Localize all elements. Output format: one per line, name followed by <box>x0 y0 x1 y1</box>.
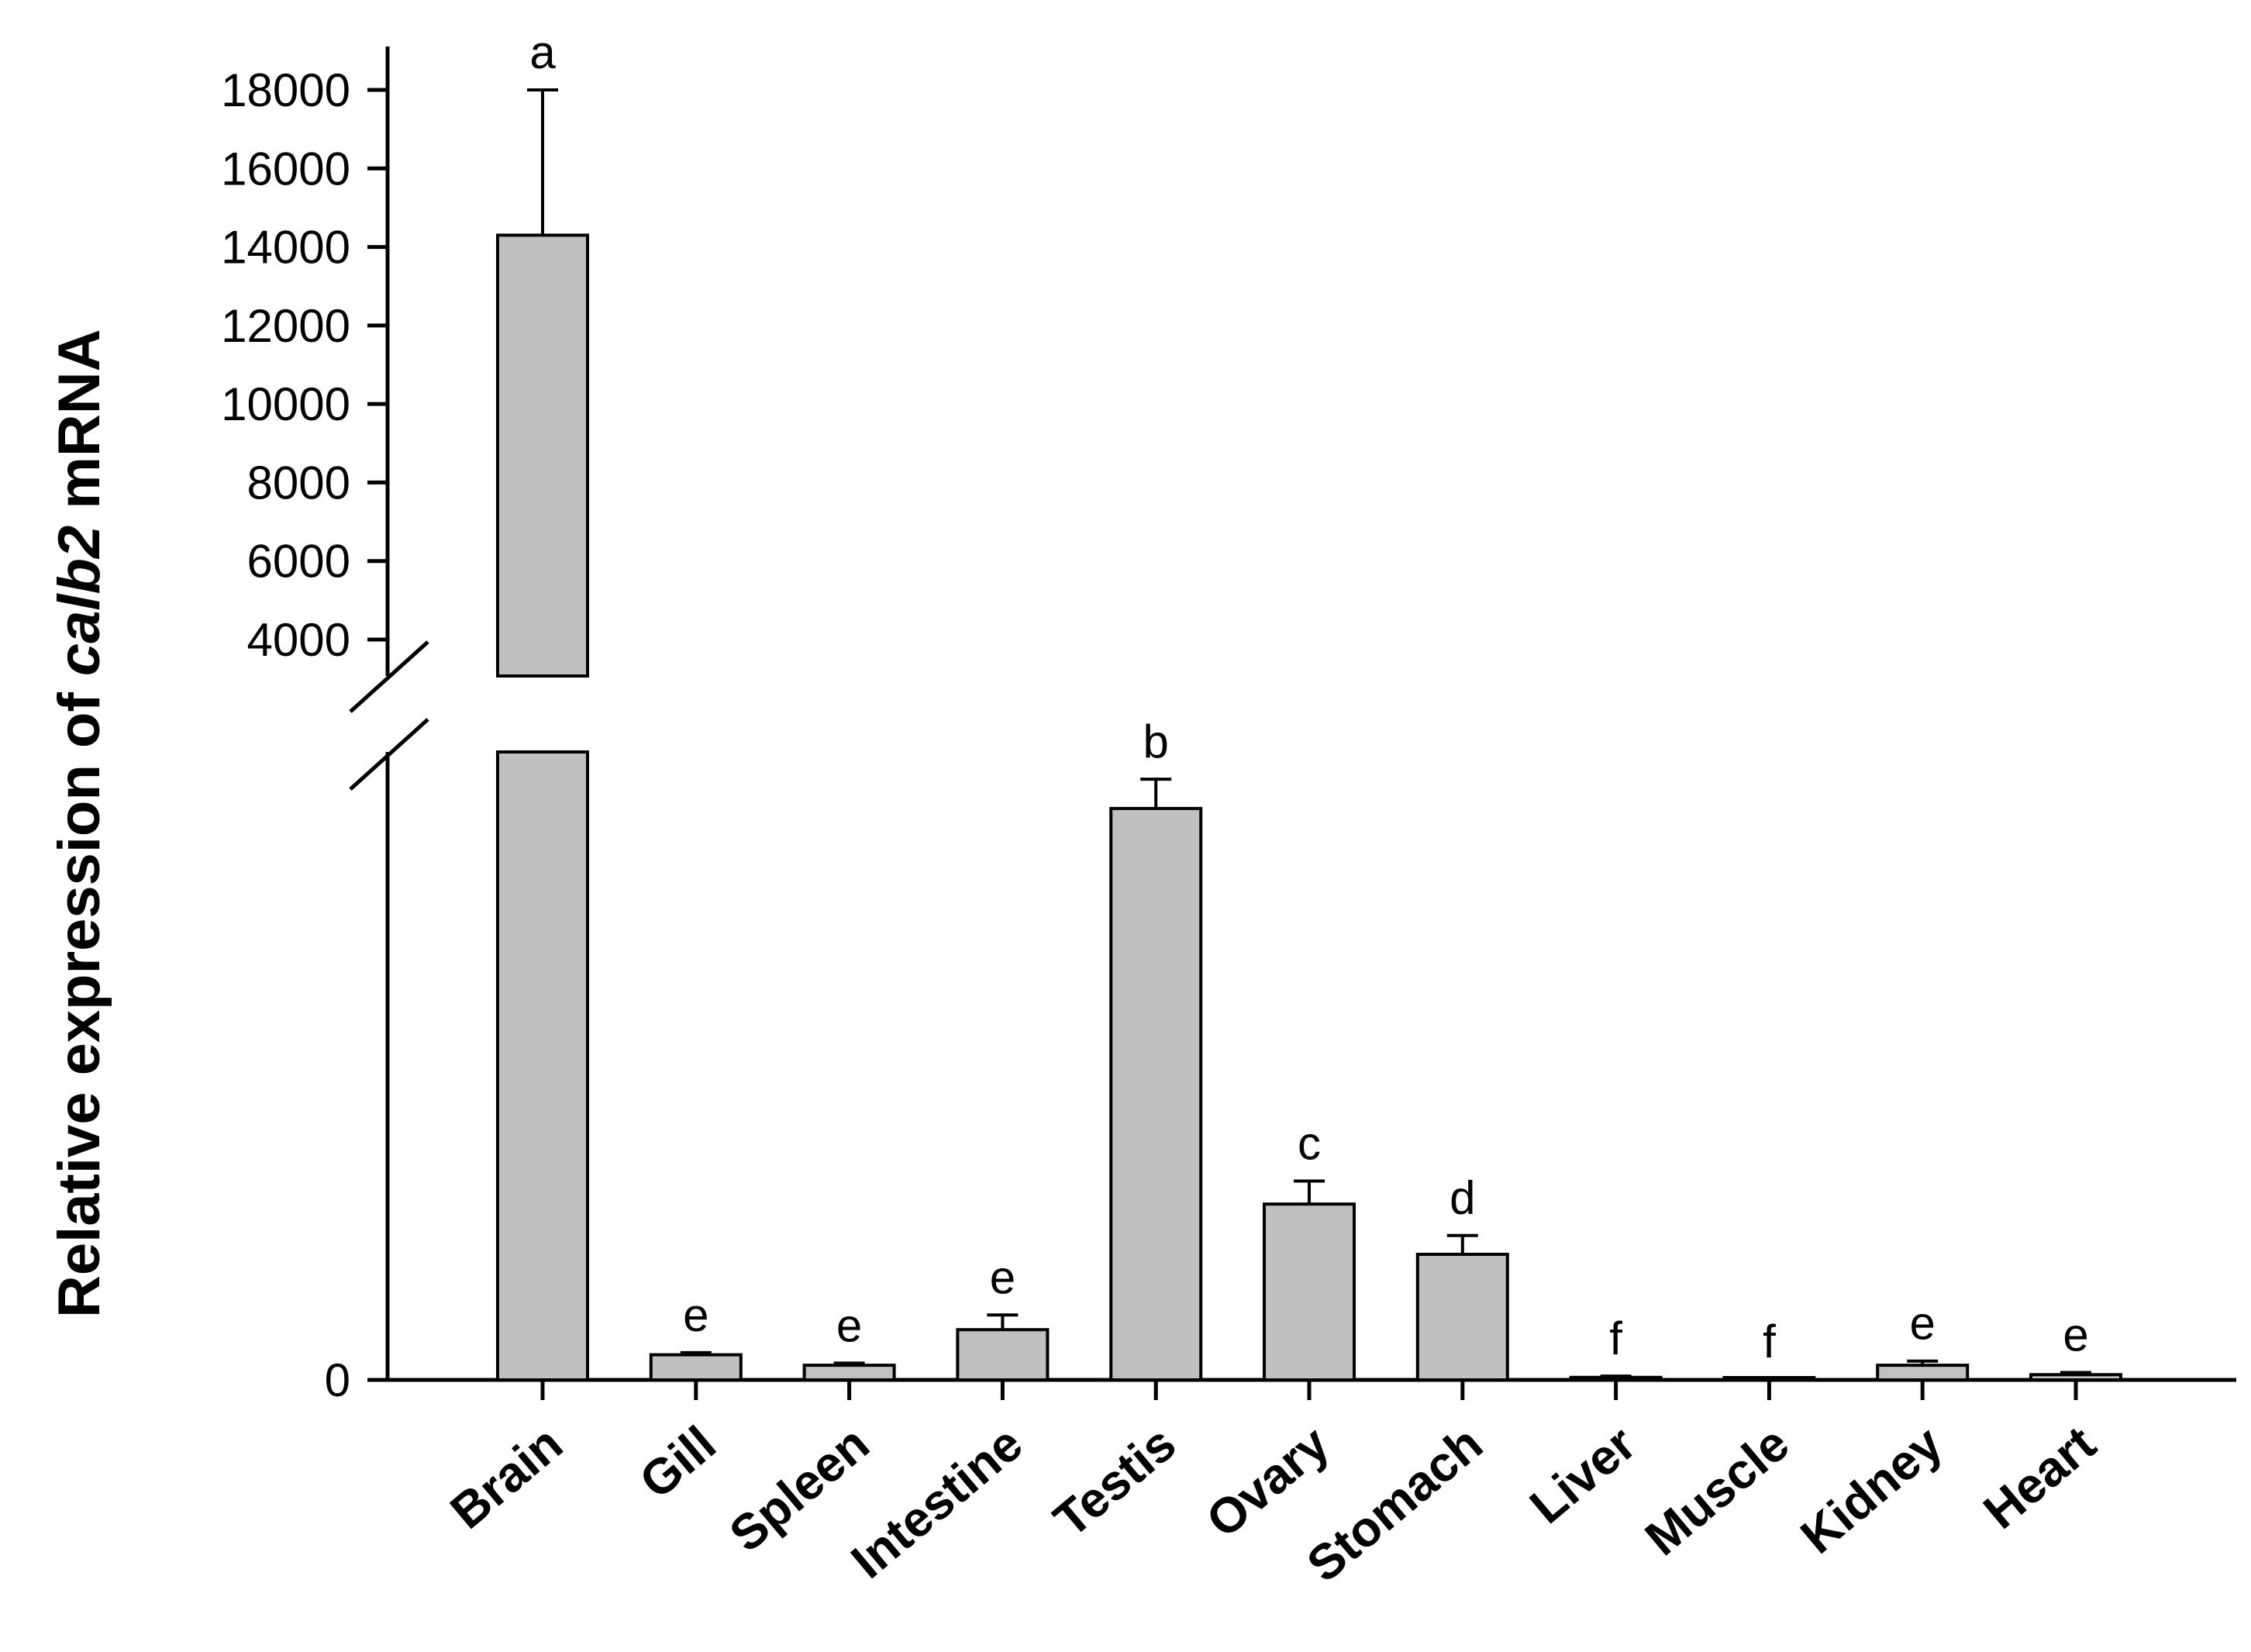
y-tick-label: 4000 <box>247 614 350 666</box>
y-tick-label: 14000 <box>221 222 350 274</box>
bar <box>1109 806 1203 1381</box>
significance-label: e <box>1910 1298 1936 1350</box>
x-tick-label: Gill <box>629 1416 726 1509</box>
significance-label: f <box>1763 1316 1776 1367</box>
x-tick-label: Kidney <box>1790 1415 1953 1564</box>
x-tick-label: Brain <box>440 1416 573 1540</box>
y-tick-label: 10000 <box>221 378 350 430</box>
y-tick-label: 16000 <box>221 143 350 195</box>
axis-break-mark-upper <box>349 640 429 713</box>
bar-lower-segment <box>496 750 589 1381</box>
significance-label: e <box>990 1251 1015 1303</box>
bar <box>1569 1375 1663 1382</box>
x-tick-label: Muscle <box>1635 1416 1799 1567</box>
x-tick-label: Intestine <box>841 1416 1033 1589</box>
bar <box>1876 1364 1970 1381</box>
y-tick-label: 0 <box>325 1354 350 1406</box>
bar <box>649 1353 743 1381</box>
significance-label: b <box>1143 716 1169 767</box>
x-tick-label: Ovary <box>1196 1415 1340 1548</box>
bar <box>1415 1253 1509 1381</box>
significance-label: c <box>1298 1118 1321 1170</box>
x-tick-label: Liver <box>1519 1416 1646 1534</box>
y-tick-label: 8000 <box>247 457 350 509</box>
bar <box>496 233 589 678</box>
y-tick-label: 18000 <box>221 64 350 116</box>
bar <box>2029 1373 2122 1381</box>
bar <box>956 1328 1050 1381</box>
significance-label: e <box>2063 1309 2088 1361</box>
y-tick-label: 12000 <box>221 300 350 352</box>
significance-label: d <box>1450 1172 1475 1224</box>
y-axis-title: Relative expression of calb2 mRNA <box>47 329 112 1318</box>
significance-label: e <box>683 1289 708 1341</box>
bar <box>1263 1202 1356 1381</box>
x-tick-label: Testis <box>1043 1416 1186 1548</box>
axis-break-mark-lower <box>349 718 429 791</box>
y-tick-label: 6000 <box>247 536 350 588</box>
bar <box>802 1364 896 1381</box>
significance-label: e <box>836 1299 862 1351</box>
significance-label: a <box>529 26 556 78</box>
x-tick-label: Heart <box>1973 1416 2106 1540</box>
significance-label: f <box>1609 1312 1622 1364</box>
